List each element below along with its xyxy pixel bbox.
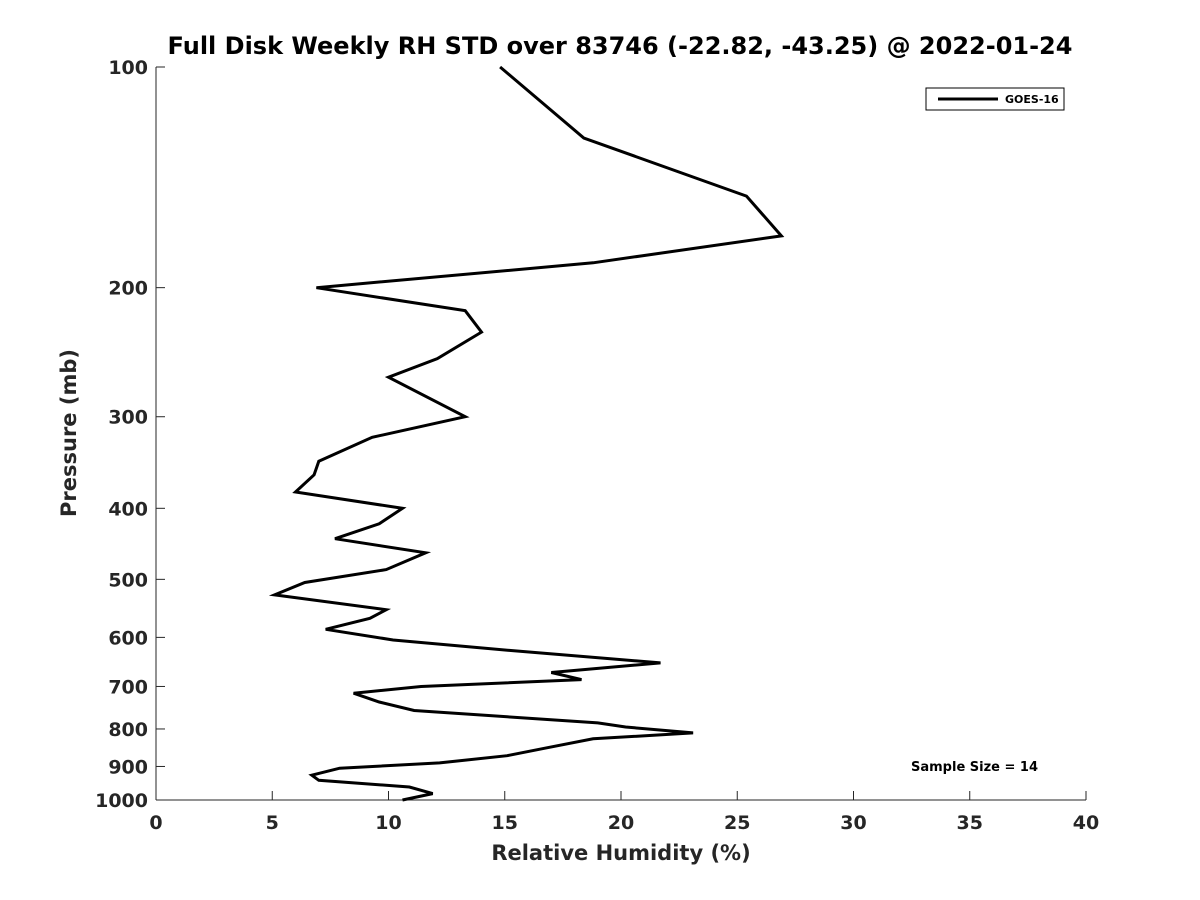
sample-size-annotation: Sample Size = 14 xyxy=(911,760,1038,775)
x-tick-label: 15 xyxy=(492,812,518,834)
x-tick-label: 40 xyxy=(1073,812,1099,834)
y-tick-label: 800 xyxy=(108,719,148,741)
x-tick-label: 20 xyxy=(608,812,634,834)
x-tick-label: 10 xyxy=(375,812,401,834)
x-tick-label: 25 xyxy=(724,812,750,834)
y-tick-label: 100 xyxy=(108,57,148,79)
y-tick-label: 600 xyxy=(108,627,148,649)
chart-title: Full Disk Weekly RH STD over 83746 (-22.… xyxy=(168,32,1073,60)
legend-entry-goes-16: GOES-16 xyxy=(1005,93,1059,106)
y-ticks: 100 200 300 400 500 600 700 800 900 1000 xyxy=(95,57,165,812)
legend: GOES-16 xyxy=(925,87,1065,111)
x-tick-label: 30 xyxy=(840,812,866,834)
x-tick-label: 5 xyxy=(266,812,279,834)
x-tick-label: 35 xyxy=(957,812,983,834)
y-tick-label: 500 xyxy=(108,569,148,591)
x-tick-label: 0 xyxy=(149,812,162,834)
x-axis-label: Relative Humidity (%) xyxy=(491,841,750,865)
y-tick-label: 200 xyxy=(108,278,148,300)
y-tick-label: 900 xyxy=(108,756,148,778)
y-tick-label: 1000 xyxy=(95,790,148,812)
y-tick-label: 400 xyxy=(108,498,148,520)
y-tick-label: 300 xyxy=(108,407,148,429)
y-tick-label: 700 xyxy=(108,676,148,698)
x-ticks: 0 5 10 15 20 25 30 35 40 xyxy=(149,791,1099,834)
series-line-goes-16 xyxy=(268,65,785,802)
y-axis-label: Pressure (mb) xyxy=(57,349,81,517)
